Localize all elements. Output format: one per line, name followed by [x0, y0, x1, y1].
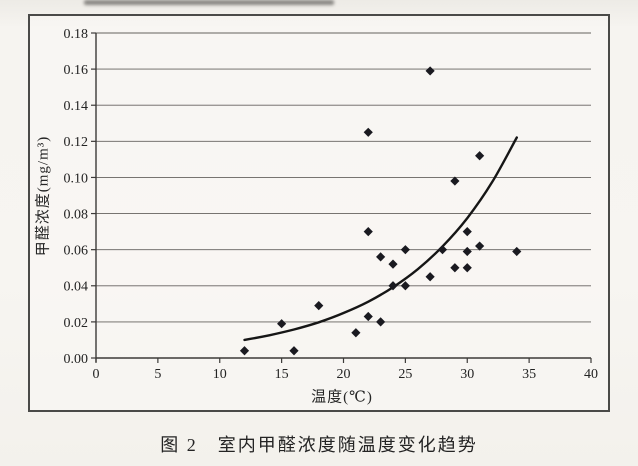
- data-point: [314, 301, 324, 311]
- data-point: [475, 151, 485, 161]
- data-point: [400, 281, 410, 291]
- y-tick-label: 0.18: [64, 27, 89, 42]
- chart-frame: 0.00 0.02 0.04 0.06 0.08 0.10 0.12 0.14 0.16 0.18…: [28, 14, 610, 412]
- y-tick-label: 0.12: [64, 135, 89, 150]
- x-tick-label: 20: [337, 367, 351, 382]
- data-point: [376, 317, 386, 327]
- scatter-plot: 0.00 0.02 0.04 0.06 0.08 0.10 0.12 0.14 0.16 0.18…: [64, 27, 599, 382]
- data-point: [351, 328, 361, 338]
- data-point: [363, 227, 373, 237]
- data-point: [388, 259, 398, 269]
- data-point: [400, 245, 410, 255]
- data-point: [363, 127, 373, 137]
- x-tick-label: 25: [398, 367, 412, 382]
- y-tick-label: 0.02: [64, 316, 89, 331]
- data-point: [425, 66, 435, 76]
- x-tick-label: 15: [275, 367, 289, 382]
- y-tick-label: 0.04: [64, 280, 89, 295]
- x-tick-label: 10: [213, 367, 227, 382]
- y-tick-label: 0.14: [64, 99, 89, 114]
- data-point: [462, 227, 472, 237]
- data-point: [450, 176, 460, 186]
- scan-artifact: [84, 0, 334, 5]
- data-point: [475, 241, 485, 251]
- data-point: [512, 246, 522, 257]
- x-axis-title: 温度(℃): [311, 389, 373, 406]
- data-point: [388, 281, 398, 291]
- y-axis-title: 甲醛浓度(mg/m³): [35, 135, 52, 257]
- data-point: [437, 245, 448, 255]
- x-tick-label: 35: [522, 367, 536, 382]
- x-tick-label: 0: [93, 367, 100, 382]
- data-point: [376, 252, 386, 262]
- data-point: [239, 346, 250, 356]
- x-tick-label: 40: [584, 367, 598, 382]
- figure-caption: 图 2 室内甲醛浓度随温度变化趋势: [160, 435, 478, 455]
- y-tick-label: 0.06: [64, 244, 89, 259]
- y-tick-label: 0.10: [64, 171, 89, 186]
- x-tick-label: 5: [154, 367, 161, 382]
- y-tick-label: 0.00: [64, 352, 89, 367]
- data-point: [450, 263, 460, 273]
- y-tick-label: 0.08: [64, 207, 89, 222]
- data-point: [277, 319, 287, 329]
- data-point: [289, 346, 299, 356]
- x-tick-label: 30: [460, 367, 474, 382]
- data-point: [425, 272, 435, 282]
- data-point: [462, 263, 472, 273]
- trend-curve: [243, 136, 518, 342]
- y-tick-label: 0.16: [64, 63, 89, 78]
- data-point: [462, 246, 472, 257]
- data-point: [363, 311, 373, 322]
